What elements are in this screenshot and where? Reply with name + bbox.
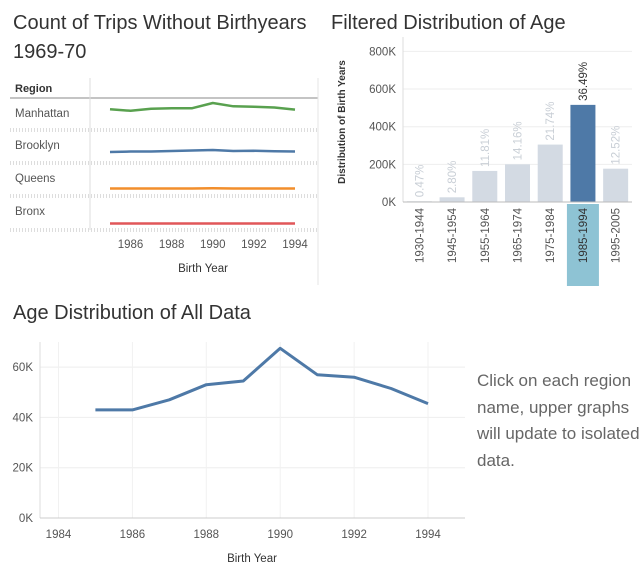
y-tick-label: 60K — [13, 362, 34, 374]
bar-1945-1954[interactable] — [439, 197, 465, 202]
y-tick-label: 600K — [369, 84, 396, 96]
category-label[interactable]: 1985-1994 — [578, 207, 590, 263]
bar-1985-1994[interactable] — [570, 104, 596, 202]
x-tick-label: 1988 — [159, 239, 185, 251]
instruction-note: Click on each region name, upper graphs … — [477, 371, 640, 470]
category-label[interactable]: 1965-1974 — [513, 207, 525, 263]
x-tick-label: 1994 — [282, 239, 308, 251]
y-tick-label: 40K — [13, 412, 34, 424]
bar-data-label: 11.81% — [480, 129, 492, 167]
x-tick-label: 1994 — [415, 529, 441, 541]
all-age-chart-title: Age Distribution of All Data — [13, 302, 251, 324]
x-tick-label: 1992 — [241, 239, 267, 251]
x-tick-label: 1986 — [120, 529, 146, 541]
x-tick-label: 1984 — [46, 529, 72, 541]
y-axis-title: Distribution of Birth Years — [337, 60, 348, 184]
bar-data-label: 12.52% — [611, 126, 623, 165]
category-label[interactable]: 1995-2005 — [611, 208, 623, 263]
y-tick-label: 0K — [19, 513, 33, 525]
x-tick-label: 1986 — [118, 239, 144, 251]
all-data-line — [95, 346, 429, 412]
trips-chart-title: Count of Trips Without Birthyears 1969-7… — [13, 12, 307, 63]
region-label-brooklyn[interactable]: Brooklyn — [15, 140, 60, 152]
y-tick-label: 0K — [382, 197, 396, 209]
y-tick-label: 800K — [369, 46, 396, 58]
bar-data-label: 36.49% — [578, 62, 590, 101]
x-axis-label: Birth Year — [227, 553, 277, 565]
bar-1975-1984[interactable] — [537, 144, 563, 202]
filtered-age-bar-chart: 0K 200K 400K 600K 800K Distribution of Birth … — [337, 37, 632, 286]
region-label-bronx[interactable]: Bronx — [15, 206, 45, 218]
y-tick-label: 200K — [369, 159, 396, 171]
bar-1995-2005[interactable] — [603, 168, 629, 202]
category-label[interactable]: 1975-1984 — [545, 207, 557, 263]
bar-data-label: 2.80% — [447, 161, 459, 194]
bar-1955-1964[interactable] — [472, 170, 498, 202]
row-header-region: Region — [15, 83, 53, 95]
x-axis-label: Birth Year — [178, 263, 228, 275]
bar-data-label: 21.74% — [545, 102, 557, 141]
x-tick-label: 1990 — [267, 529, 293, 541]
category-label[interactable]: 1930-1944 — [414, 207, 426, 263]
series-line-manhattan — [109, 101, 296, 113]
series-line-brooklyn — [109, 148, 296, 154]
bar-data-label: 14.16% — [513, 121, 525, 160]
region-label-queens[interactable]: Queens — [15, 173, 56, 185]
bar-1965-1974[interactable] — [505, 164, 530, 202]
filtered-age-chart-title: Filtered Distribution of Age — [331, 12, 566, 34]
selected-category-highlight — [566, 204, 599, 286]
y-tick-label: 20K — [13, 463, 34, 475]
x-tick-label: 1988 — [194, 529, 220, 541]
region-label-manhattan[interactable]: Manhattan — [15, 108, 69, 120]
bar-data-label: 0.47% — [414, 165, 426, 198]
category-label[interactable]: 1955-1964 — [480, 207, 492, 263]
trips-by-region-chart: Region Manhattan Brooklyn Queens Bronx 1986 19… — [10, 78, 319, 285]
x-tick-label: 1992 — [341, 529, 367, 541]
category-label[interactable]: 1945-1954 — [447, 207, 459, 263]
x-tick-label: 1990 — [200, 239, 226, 251]
y-tick-label: 400K — [369, 122, 396, 134]
